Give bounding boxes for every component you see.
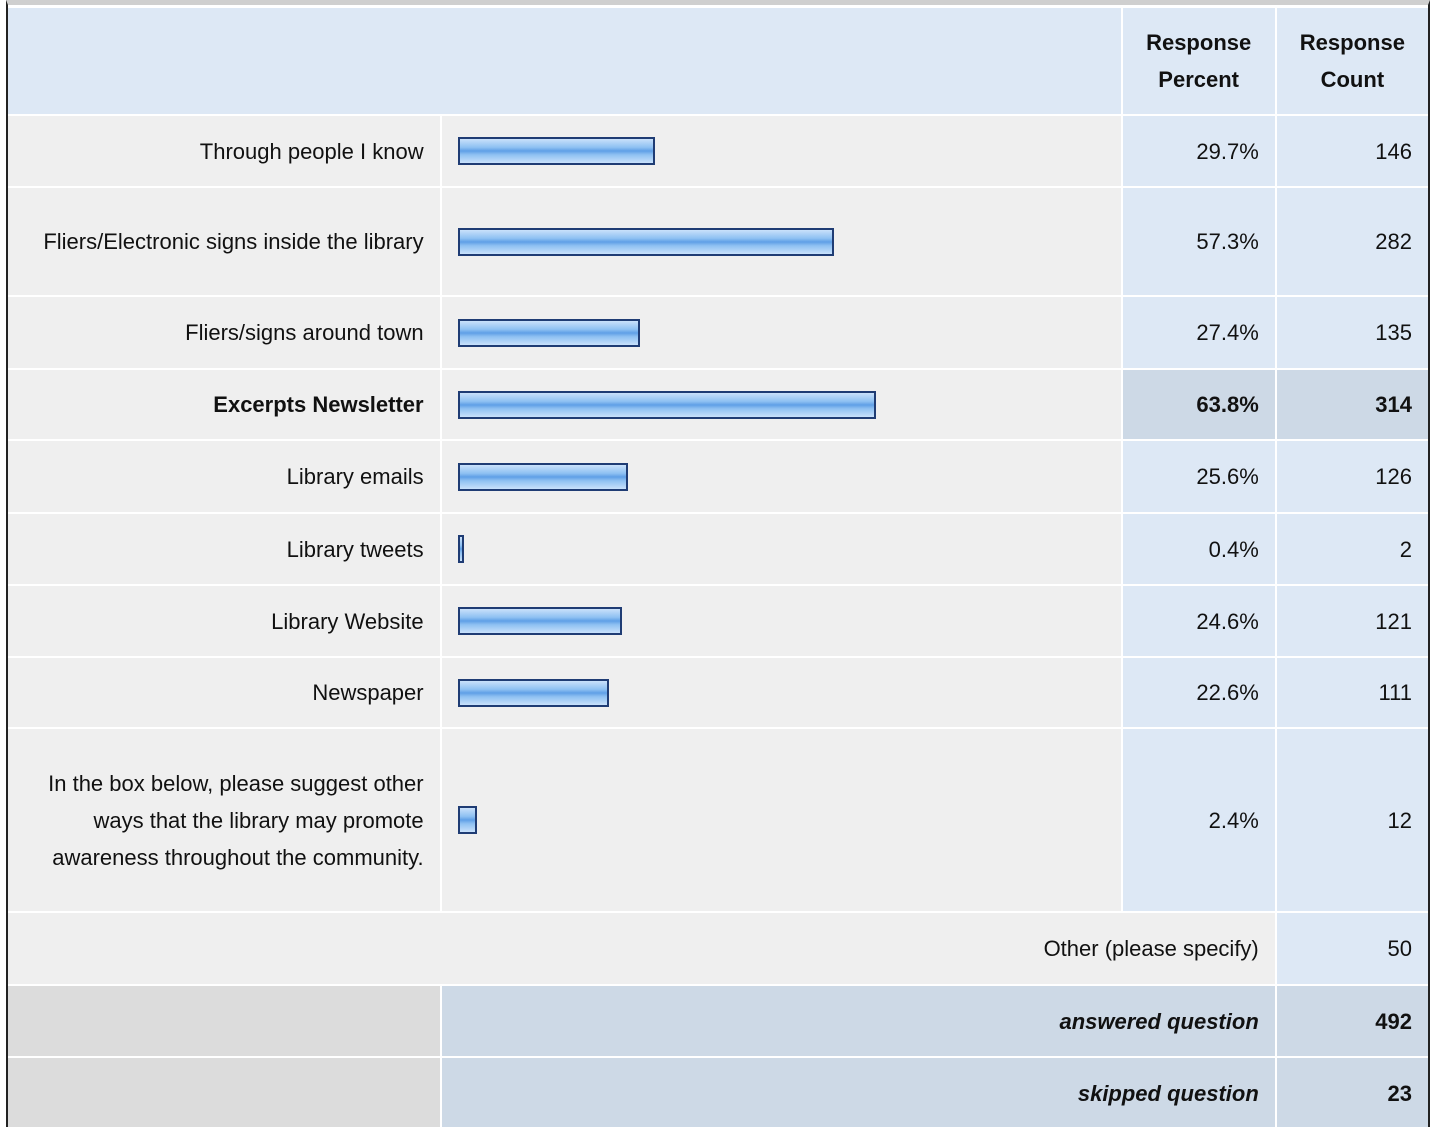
percent: 24.6%	[1122, 586, 1275, 656]
bar-cell	[441, 514, 1121, 584]
row-label: Through people I know	[8, 116, 440, 186]
count: 126	[1276, 441, 1428, 512]
percent: 25.6%	[1122, 441, 1275, 512]
data-row: Library tweets 0.4% 2	[8, 514, 1428, 584]
bar-cell	[441, 297, 1121, 368]
count: 12	[1276, 729, 1428, 911]
bar	[457, 318, 640, 347]
bar	[457, 137, 655, 165]
data-row: Fliers/signs around town 27.4% 135	[8, 297, 1428, 368]
row-label: Library tweets	[8, 514, 440, 584]
row-label: In the box below, please suggest other w…	[8, 729, 440, 911]
summary-count: 492	[1276, 986, 1428, 1056]
row-label: Fliers/Electronic signs inside the libra…	[8, 188, 440, 295]
table-body: Response Percent Response Count Through …	[8, 8, 1428, 1127]
count: 314	[1276, 370, 1428, 439]
data-row: Excerpts Newsletter 63.8% 314	[8, 370, 1428, 439]
bar	[457, 462, 628, 491]
percent: 57.3%	[1122, 188, 1275, 295]
count: 2	[1276, 514, 1428, 584]
bar-cell	[441, 370, 1121, 439]
summary-row: skipped question 23	[8, 1058, 1428, 1127]
row-label: Fliers/signs around town	[8, 297, 440, 368]
bar-cell	[441, 116, 1121, 186]
summary-label: skipped question	[441, 1058, 1275, 1127]
percent: 63.8%	[1122, 370, 1275, 439]
bar	[457, 806, 478, 834]
row-label: Newspaper	[8, 658, 440, 727]
summary-label: answered question	[441, 986, 1275, 1056]
count: 282	[1276, 188, 1428, 295]
summary-blank	[8, 986, 440, 1056]
header-row: Response Percent Response Count	[8, 8, 1428, 114]
percent: 29.7%	[1122, 116, 1275, 186]
bar-cell	[441, 729, 1121, 911]
row-label: Library Website	[8, 586, 440, 656]
percent: 27.4%	[1122, 297, 1275, 368]
row-label: Library emails	[8, 441, 440, 512]
bar	[457, 227, 835, 256]
percent: 2.4%	[1122, 729, 1275, 911]
data-row: Library Website 24.6% 121	[8, 586, 1428, 656]
summary-count: 23	[1276, 1058, 1428, 1127]
summary-blank	[8, 1058, 440, 1127]
other-label: Other (please specify)	[8, 913, 1275, 984]
summary-row: answered question 492	[8, 986, 1428, 1056]
bar	[457, 678, 609, 707]
data-row: Through people I know 29.7% 146	[8, 116, 1428, 186]
bar-cell	[441, 188, 1121, 295]
bar-cell	[441, 658, 1121, 727]
count: 135	[1276, 297, 1428, 368]
data-row: In the box below, please suggest other w…	[8, 729, 1428, 911]
other-row: Other (please specify) 50	[8, 913, 1428, 984]
count: 111	[1276, 658, 1428, 727]
row-label: Excerpts Newsletter	[8, 370, 440, 439]
data-row: Newspaper 22.6% 111	[8, 658, 1428, 727]
header-blank	[8, 8, 1121, 114]
results-table: Response Percent Response Count Through …	[8, 6, 1428, 1127]
data-row: Library emails 25.6% 126	[8, 441, 1428, 512]
header-cell: Response Count	[1276, 8, 1428, 114]
count: 146	[1276, 116, 1428, 186]
bar-cell	[441, 586, 1121, 656]
bar	[457, 390, 877, 419]
header-cell: Response Percent	[1122, 8, 1275, 114]
other-count: 50	[1276, 913, 1428, 984]
bar	[457, 607, 622, 635]
bar-cell	[441, 441, 1121, 512]
percent: 22.6%	[1122, 658, 1275, 727]
frame: Response Percent Response Count Through …	[6, 0, 1430, 1127]
bar	[457, 535, 465, 563]
percent: 0.4%	[1122, 514, 1275, 584]
data-row: Fliers/Electronic signs inside the libra…	[8, 188, 1428, 295]
count: 121	[1276, 586, 1428, 656]
